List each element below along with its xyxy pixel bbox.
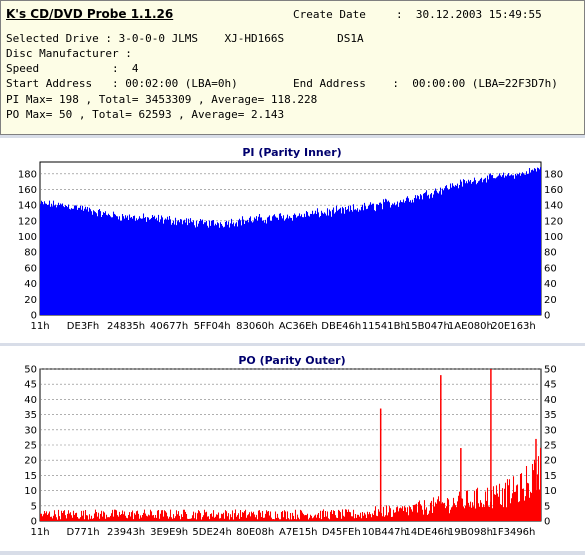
y-tick-label-right: 180 [544,169,563,180]
y-tick-label-right: 40 [544,279,557,290]
chart-title: PI (Parity Inner) [242,146,341,159]
y-tick-label-right: 0 [544,311,550,322]
app-title: K's CD/DVD Probe 1.1.26 [6,7,174,21]
y-tick-label-right: 25 [544,441,557,452]
x-tick-label: 40677h [150,321,188,332]
y-tick-label-left: 140 [18,201,37,212]
x-tick-label: 83060h [236,321,274,332]
y-tick-label-left: 120 [18,216,37,227]
x-tick-label: DBE46h [321,321,361,332]
x-tick-label: DE3Fh [67,321,99,332]
y-tick-label-left: 20 [24,295,37,306]
create-date-label: Create Date [293,8,366,21]
po-chart: PO (Parity Outer) 0 0 5 5 10 10 15 15 20 20 25 25 30 3… [24,354,557,538]
y-tick-label-right: 160 [544,185,563,196]
y-tick-label-left: 40 [24,279,37,290]
data-area [39,167,542,315]
y-tick-label-right: 35 [544,410,557,421]
y-tick-label-right: 45 [544,380,557,391]
y-tick-label-left: 50 [24,365,37,376]
y-tick-label-left: 25 [24,441,37,452]
y-tick-label-left: 30 [24,425,37,436]
speed-line: Speed : 4 [6,62,139,75]
report-header: K's CD/DVD Probe 1.1.26 Create Date : 30… [0,0,585,135]
y-tick-label-right: 80 [544,248,557,259]
y-tick-label-left: 45 [24,380,37,391]
x-tick-label: 20E163h [491,321,535,332]
x-tick-label: 14DE46h [404,527,450,538]
y-tick-label-right: 20 [544,295,557,306]
y-tick-label-left: 15 [24,471,37,482]
y-tick-label-left: 160 [18,185,37,196]
y-tick-label-left: 40 [24,395,37,406]
start-address-line: Start Address : 00:02:00 (LBA=0h) [6,77,238,90]
x-tick-label: 19B098h [448,527,493,538]
data-area [39,447,542,521]
x-tick-label: 5FF04h [194,321,231,332]
y-tick-label-right: 140 [544,201,563,212]
y-tick-label-left: 0 [31,517,37,528]
x-tick-label: D771h [66,527,99,538]
y-tick-label-right: 30 [544,425,557,436]
x-tick-label: A7E15h [279,527,318,538]
create-date-value: : 30.12.2003 15:49:55 [396,8,542,21]
disc-manufacturer-line: Disc Manufacturer : [6,47,132,60]
y-tick-label-right: 100 [544,232,563,243]
x-tick-label: 5DE24h [192,527,231,538]
y-tick-label-left: 20 [24,456,37,467]
chart-title: PO (Parity Outer) [238,354,345,367]
x-tick-label: 15B047h [405,321,450,332]
end-address-line: End Address : 00:00:00 (LBA=22F3D7h) [293,77,558,90]
po-chart-panel: PO (Parity Outer) 0 0 5 5 10 10 15 15 20 20 25 25 30 3… [0,346,585,551]
y-tick-label-right: 15 [544,471,557,482]
pi-chart: PI (Parity Inner) 0 0 20 20 40 40 60 60 80 80 100 10… [18,146,563,332]
y-tick-label-left: 100 [18,232,37,243]
y-tick-label-left: 10 [24,486,37,497]
selected-drive-line: Selected Drive : 3-0-0-0 JLMS XJ-HD166S … [6,32,364,45]
pi-summary-line: PI Max= 198 , Total= 3453309 , Average= … [6,93,318,106]
x-tick-label: D45FEh [322,527,361,538]
y-tick-label-left: 80 [24,248,37,259]
x-tick-label: 11541Bh [362,321,407,332]
x-tick-label: 10B447h [362,527,407,538]
pi-chart-panel: PI (Parity Inner) 0 0 20 20 40 40 60 60 80 80 100 10… [0,138,585,343]
y-tick-label-left: 180 [18,169,37,180]
y-tick-label-right: 40 [544,395,557,406]
y-tick-label-right: 10 [544,486,557,497]
y-tick-label-right: 0 [544,517,550,528]
y-tick-label-right: 120 [544,216,563,227]
x-tick-label: 11h [30,321,49,332]
y-tick-label-left: 0 [31,311,37,322]
y-tick-label-left: 35 [24,410,37,421]
y-tick-label-left: 60 [24,263,37,274]
y-tick-label-right: 60 [544,263,557,274]
x-tick-label: 11h [30,527,49,538]
x-tick-label: AC36Eh [279,321,318,332]
y-tick-label-left: 5 [31,501,37,512]
x-tick-label: 80E08h [236,527,274,538]
y-tick-label-right: 20 [544,456,557,467]
x-tick-label: 23943h [107,527,145,538]
x-tick-label: 24835h [107,321,145,332]
po-summary-line: PO Max= 50 , Total= 62593 , Average= 2.1… [6,108,285,121]
y-tick-label-right: 50 [544,365,557,376]
x-tick-label: 1AE080h [448,321,493,332]
x-tick-label: 1F3496h [491,527,535,538]
x-tick-label: 3E9E9h [150,527,188,538]
y-tick-label-right: 5 [544,501,550,512]
